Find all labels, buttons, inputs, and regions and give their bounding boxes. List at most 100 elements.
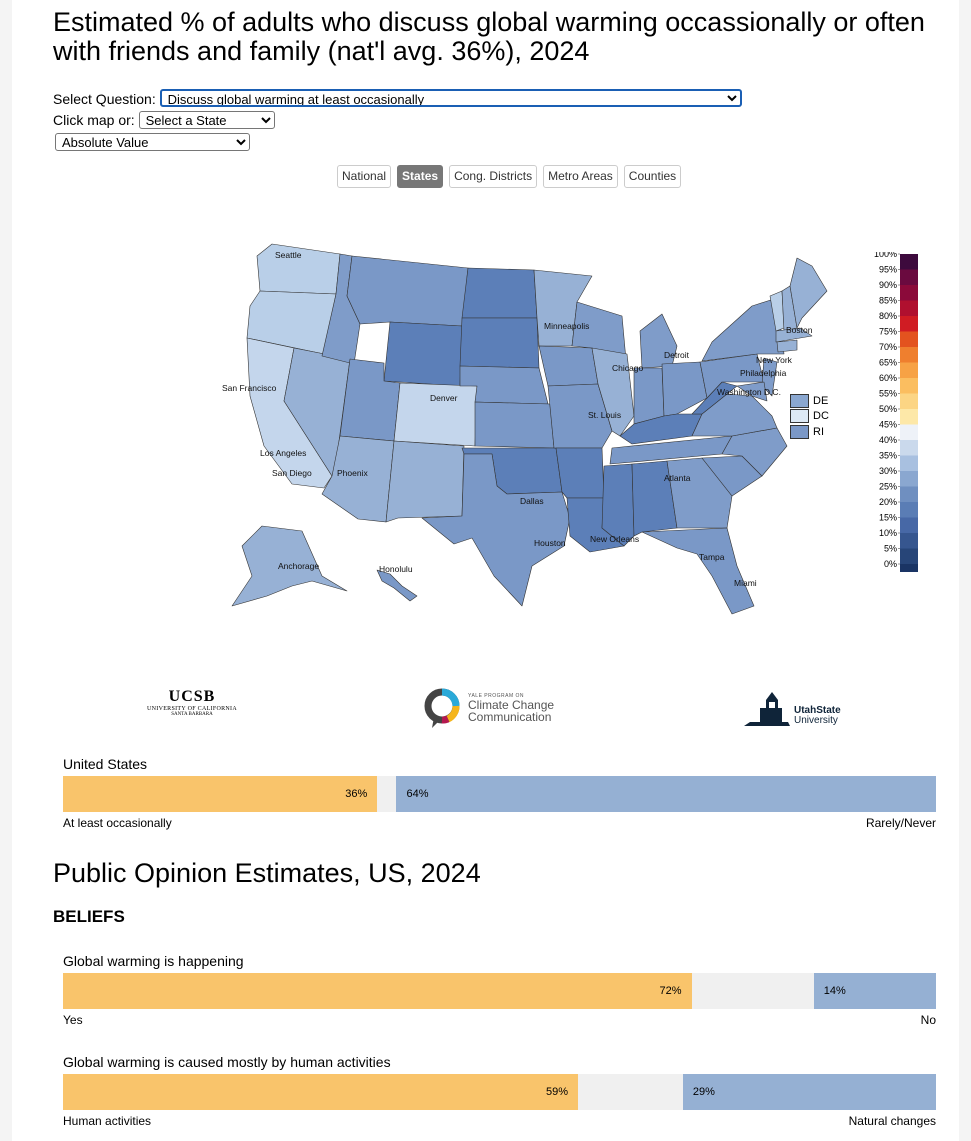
city-label: Minneapolis [544,321,589,331]
question-select[interactable]: Discuss global warming at least occasion… [159,89,742,107]
legend-tick-label: 80% [879,311,897,321]
bar-segment-b: 14% [813,973,936,1009]
state-south-dakota[interactable] [459,317,540,369]
bar-label-a: Human activities [63,1114,152,1128]
stacked-bar[interactable]: 59% 29% [63,1074,936,1110]
state-arkansas[interactable] [555,447,605,499]
bar-segment-gap [377,776,397,812]
legend-tick-label: 50% [879,404,897,414]
state-mississippi[interactable] [601,463,635,547]
estimates-heading: Public Opinion Estimates, US, 2024 [53,858,481,888]
bar-title: Global warming is caused mostly by human… [63,1054,391,1070]
legend-tick-label: 75% [879,327,897,337]
state-alabama[interactable] [631,460,678,537]
legend-swatch [900,424,918,440]
legend-swatch [900,347,918,363]
state-maryland[interactable] [736,381,768,402]
state-massachusetts[interactable] [775,327,813,343]
state-virginia[interactable] [691,393,778,437]
city-label: Chicago [612,363,643,373]
city-label: New York [756,355,793,365]
tab-national[interactable]: National [337,165,392,188]
legend-tick-label: 15% [879,513,897,523]
legend-tick-label: 30% [879,466,897,476]
city-label: Houston [534,538,566,548]
city-label: San Francisco [222,383,277,393]
national-bar: United States 36% 64% At least occasiona… [63,756,936,830]
bar-label-b: Rarely/Never [865,816,936,830]
city-label: Miami [734,578,757,588]
state-iowa[interactable] [538,345,599,387]
legend-swatch [900,393,918,409]
legend-tick-label: 45% [879,420,897,430]
city-label: Honolulu [379,564,413,574]
state-montana[interactable] [346,255,469,327]
state-hawaii[interactable] [376,569,418,602]
state-select[interactable]: Select a State [138,111,275,129]
state-kentucky[interactable] [619,413,703,445]
state-maine[interactable] [789,257,828,329]
city-label: New Orleans [590,534,639,544]
bar-label-b: Natural changes [848,1114,936,1128]
bar-segment-b: 64% [396,776,936,812]
yale-ring-icon [424,688,460,728]
state-control: Click map or: Select a State [53,111,275,129]
tab-metro-areas[interactable]: Metro Areas [543,165,618,188]
city-label: San Diego [272,468,312,478]
state-new-mexico[interactable] [385,440,465,523]
state-florida[interactable] [641,527,755,615]
us-states-map[interactable]: Seattle San Francisco Los Angeles San Di… [172,236,832,621]
stacked-bar[interactable]: 72% 14% [63,973,936,1009]
city-label: Atlanta [664,473,691,483]
bar-segment-a: 59% [63,1074,579,1110]
geography-tabs: National States Cong. Districts Metro Ar… [337,165,682,188]
beliefs-heading: BELIEFS [53,907,125,926]
legend-swatch [900,254,918,270]
bar-label-a: At least occasionally [63,816,172,830]
color-scale-legend: 100% 95% 90% 85% 80% 75% 70% 65% 60% 55% 50% 45% 40%… [874,252,918,572]
estimate-bar-human-caused: Global warming is caused mostly by human… [63,1054,936,1128]
state-michigan[interactable] [639,313,678,369]
legend-tick-label: 0% [884,559,897,569]
state-north-dakota[interactable] [461,267,538,319]
legend-swatch [900,269,918,285]
city-label: Tampa [699,552,725,562]
swatch [790,409,809,424]
city-label: Seattle [275,250,302,260]
legend-swatch [900,378,918,394]
stacked-bar[interactable]: 36% 64% [63,776,936,812]
legend-tick-label: 90% [879,280,897,290]
state-new-jersey[interactable] [761,357,778,397]
state-missouri[interactable] [547,383,613,449]
legend-tick-label: 35% [879,451,897,461]
tab-counties[interactable]: Counties [623,165,682,188]
value-mode-control: Absolute Value [55,133,250,151]
click-map-label: Click map or: [53,112,135,128]
value-mode-select[interactable]: Absolute Value [55,133,250,151]
state-texas[interactable] [421,453,571,607]
state-ohio[interactable] [661,361,708,417]
legend-tick-label: 85% [879,296,897,306]
small-state-ri[interactable]: RI [790,424,829,440]
tab-cong-districts[interactable]: Cong. Districts [449,165,538,188]
city-label: Philadelphia [740,368,787,378]
state-new-york[interactable] [701,297,785,362]
state-wyoming[interactable] [383,321,463,387]
small-state-dc[interactable]: DC [790,409,829,425]
usu-building-icon [744,692,790,726]
small-state-de[interactable]: DE [790,393,829,409]
state-indiana[interactable] [633,367,665,425]
state-alaska[interactable] [231,525,348,607]
bar-label-b: No [920,1013,936,1027]
city-label: Washington D.C. [717,387,781,397]
usu-logo: UtahState University [742,686,841,728]
city-label: Boston [786,325,813,335]
legend-tick-label: 95% [879,265,897,275]
legend-tick-label: 10% [879,528,897,538]
small-states-legend: DE DC RI [790,393,829,440]
legend-swatch [900,285,918,301]
legend-swatch [900,440,918,456]
state-connecticut[interactable] [776,339,798,353]
state-kansas[interactable] [474,401,555,449]
tab-states[interactable]: States [397,165,444,188]
